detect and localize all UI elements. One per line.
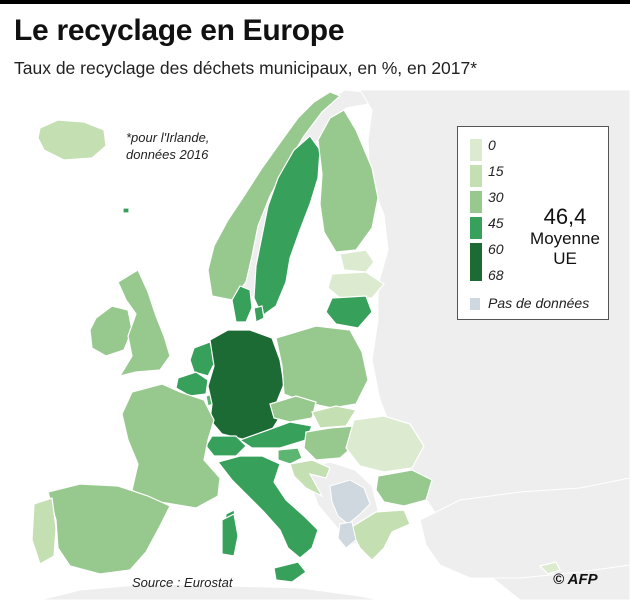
eu-average-value: 46,4 [543, 204, 587, 229]
legend-no-data-swatch [470, 298, 480, 310]
country-croatia [289, 459, 331, 498]
country-sicily [273, 561, 307, 583]
legend-color-scale [470, 139, 482, 281]
country-uk [117, 269, 171, 377]
country-bulgaria [375, 469, 433, 507]
country-czech [269, 395, 317, 423]
country-estonia [339, 249, 375, 273]
europe-map [31, 89, 630, 600]
country-lithuania [325, 295, 373, 329]
legend-tick-45: 45 [488, 215, 504, 231]
country-denmark [231, 285, 253, 323]
country-france [121, 383, 221, 509]
country-poland [275, 325, 369, 409]
source-note: Source : Eurostat [132, 575, 233, 590]
africa-land [39, 583, 381, 600]
eu-average: 46,4 Moyenne UE [520, 205, 610, 269]
country-denmark-zealand [253, 305, 265, 323]
country-slovenia [277, 447, 303, 465]
country-italy [216, 455, 319, 559]
country-ireland [89, 305, 133, 357]
footnote-line-1: *pour l'Irlande, [126, 130, 210, 145]
legend-swatch-45-60 [470, 217, 482, 239]
no-data-areas [329, 479, 371, 549]
country-slovakia [311, 405, 357, 429]
country-faroe [122, 207, 130, 214]
top-rule [0, 0, 630, 4]
country-spain [47, 483, 171, 575]
country-portugal [31, 497, 57, 565]
no-data-bosnia-serbia [329, 479, 371, 525]
country-greece [349, 509, 411, 561]
country-latvia [327, 271, 385, 299]
legend: 0 15 30 45 60 68 46,4 Moyenne UE Pas de … [457, 126, 609, 320]
country-norway [207, 91, 342, 301]
no-data-montenegro-albania [337, 521, 357, 549]
eu-countries [31, 91, 561, 583]
page-subtitle: Taux de recyclage des déchets municipaux… [14, 58, 478, 78]
legend-no-data-label: Pas de données [488, 295, 590, 311]
legend-swatch-0-15 [470, 139, 482, 161]
country-romania [345, 415, 425, 473]
country-germany [207, 329, 285, 441]
afp-credit: © AFP [553, 571, 598, 588]
ireland-footnote: *pour l'Irlande, données 2016 [126, 129, 209, 163]
country-belgium [175, 371, 209, 397]
country-iceland [37, 119, 107, 161]
legend-tick-68: 68 [488, 267, 504, 283]
legend-tick-30: 30 [488, 189, 504, 205]
legend-swatch-15-30 [470, 165, 482, 187]
legend-tick-0: 0 [488, 137, 496, 153]
eu-average-label-1: Moyenne [530, 229, 600, 248]
footnote-line-2: données 2016 [126, 147, 209, 162]
country-cyprus [538, 561, 561, 575]
page-title: Le recyclage en Europe [14, 14, 345, 47]
legend-swatch-30-45 [470, 191, 482, 213]
country-sardinia [221, 513, 239, 557]
legend-tick-15: 15 [488, 163, 504, 179]
legend-swatch-60-68 [470, 243, 482, 281]
turkey-land [419, 477, 630, 579]
legend-tick-60: 60 [488, 241, 504, 257]
eu-average-label-2: UE [553, 249, 577, 268]
country-sweden [253, 135, 321, 317]
country-finland [317, 109, 379, 253]
